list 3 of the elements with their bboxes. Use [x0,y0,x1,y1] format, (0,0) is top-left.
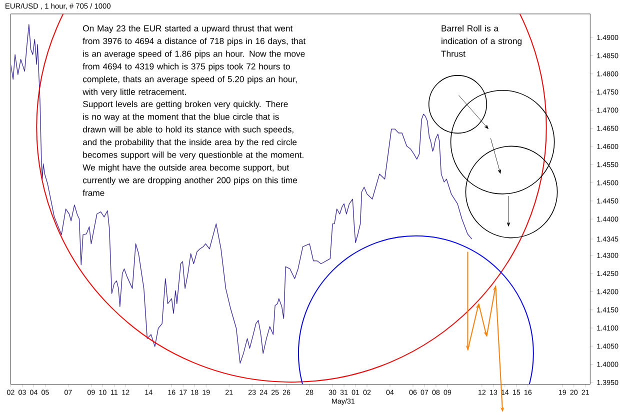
annotation: Barrel Roll is a indication of a strong Thrust [441,25,522,57]
annotation: Support levels are getting broken very quickly. There is no way at the moment that the blue circle that is drawn will be able to hold its stance with such speeds, and the probability that the inside area by the red circle becomes support will be very questionble at the moment. We might have the outside area become support, but currently we are dropping another 200 pips on this time frame [82,100,304,196]
annotation: On May 23 the EUR started a upward thrust that went from 3976 to 4694 a distance of 718 pips in 16 days, that is an average speed of 1.86 pips an hour. Now the move from 4694 to 4319 which is 375 pips took 72 hours to complete, thats an average speed of 5.20 pips an hour, with very little retracement. [82,25,306,97]
